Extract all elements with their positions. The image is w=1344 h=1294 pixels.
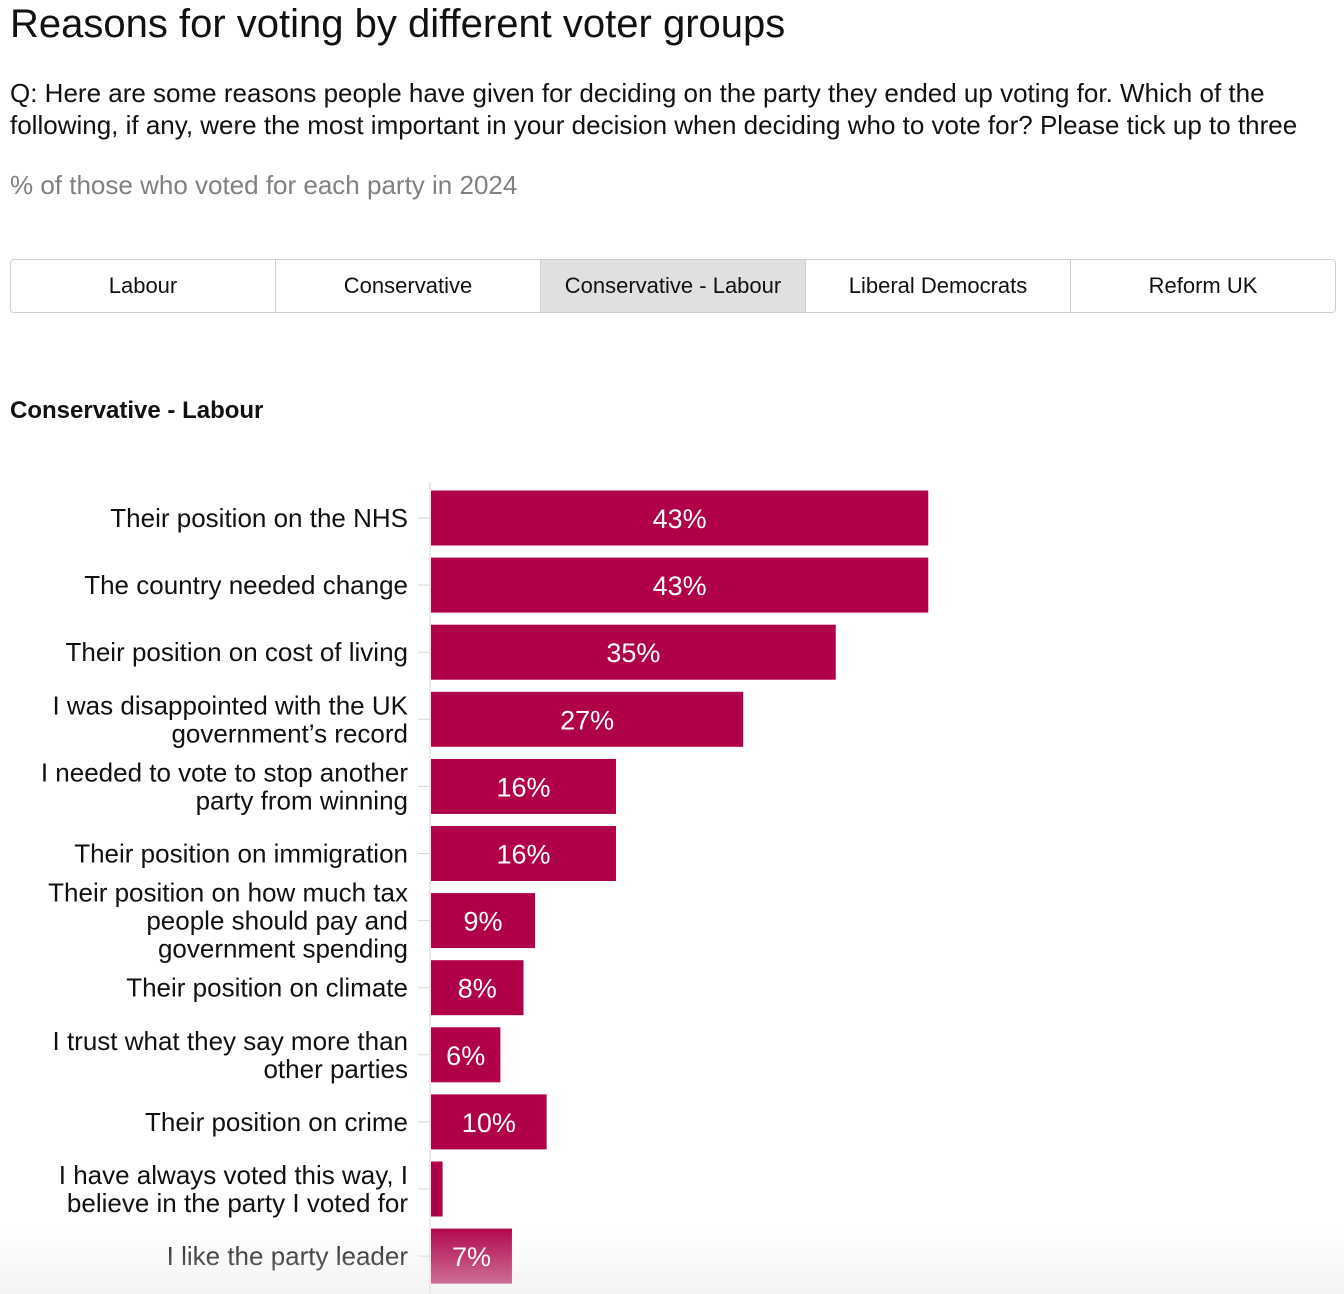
category-label: Their position on immigration: [74, 839, 408, 869]
category-label: Their position on cost of living: [65, 637, 408, 667]
tab-reform-uk[interactable]: Reform UK: [1071, 260, 1335, 312]
chart-panel-title: Conservative - Labour: [10, 397, 264, 424]
category-label: Their position on the NHS: [110, 503, 408, 533]
bar-value-label: 7%: [452, 1242, 491, 1272]
category-label-line: people should pay and: [146, 906, 408, 936]
bar[interactable]: [431, 624, 836, 680]
category-label: I trust what they say more than other par…: [53, 1026, 409, 1084]
bar[interactable]: [431, 1027, 501, 1083]
category-label-line: Their position on how much tax: [48, 878, 408, 908]
bar[interactable]: [431, 1094, 547, 1150]
category-label-line: Their position on crime: [145, 1107, 408, 1137]
bar-value-label: 43%: [653, 504, 707, 534]
bar-value-label: 8%: [458, 974, 497, 1004]
category-label: The country needed change: [84, 570, 408, 600]
category-label-line: believe in the party I voted for: [67, 1188, 408, 1218]
category-label-line: Their position on the NHS: [110, 503, 408, 533]
bar-value-label: 6%: [446, 1041, 485, 1071]
category-label: I needed to vote to stop another party fr…: [41, 757, 409, 815]
bar[interactable]: [431, 826, 617, 881]
category-label: Their position on crime: [145, 1107, 408, 1137]
bar[interactable]: [431, 490, 929, 546]
bar-value-label: 10%: [462, 1108, 516, 1138]
category-label: I like the party leader: [167, 1241, 409, 1271]
bar[interactable]: [431, 1161, 443, 1217]
category-label-line: The country needed change: [84, 570, 408, 600]
bar[interactable]: [431, 758, 617, 814]
chart-subtitle: % of those who voted for each party in 2…: [10, 170, 518, 200]
bar-value-label: 43%: [653, 571, 707, 601]
category-label-line: I like the party leader: [167, 1241, 409, 1271]
bar-value-label: 16%: [496, 840, 550, 870]
category-label-line: I have always voted this way, I: [59, 1160, 408, 1190]
bar-chart: 43% Their position on the NHS 43% The count…: [41, 482, 929, 1294]
survey-question: Q: Here are some reasons people have giv…: [10, 78, 1298, 140]
tab-conservative[interactable]: Conservative: [276, 260, 541, 312]
category-label: Their position on climate: [126, 973, 408, 1003]
chart-main-title: Reasons for voting by different voter gr…: [10, 2, 786, 46]
category-label-line: Their position on immigration: [74, 839, 408, 869]
bar-value-label: 35%: [606, 638, 660, 668]
bar-value-label: 16%: [496, 772, 550, 802]
category-label-line: Their position on climate: [126, 973, 408, 1003]
category-label-line: government spending: [158, 934, 408, 964]
bar[interactable]: [431, 960, 524, 1016]
bar[interactable]: [431, 691, 744, 747]
tab-labour[interactable]: Labour: [11, 260, 276, 312]
category-label-line: Their position on cost of living: [65, 637, 408, 667]
bar-value-label: 9%: [464, 907, 503, 937]
bar[interactable]: [431, 893, 536, 949]
category-label-line: I trust what they say more than: [53, 1026, 409, 1056]
category-label-line: I was disappointed with the UK: [52, 690, 408, 720]
bar[interactable]: [431, 557, 929, 613]
category-label-line: government’s record: [171, 718, 408, 748]
party-tab-bar: Labour Conservative Conservative - Labou…: [10, 259, 1336, 313]
tab-conservative-labour[interactable]: Conservative - Labour: [541, 260, 806, 312]
category-label: I was disappointed with the UK government…: [52, 690, 408, 748]
category-label-line: I needed to vote to stop another: [41, 757, 409, 787]
category-label-line: other parties: [263, 1054, 408, 1084]
tab-liberal-democrats[interactable]: Liberal Democrats: [806, 260, 1071, 312]
category-label-line: party from winning: [196, 785, 408, 815]
bar-value-label: 27%: [560, 705, 614, 735]
category-label: Their position on how much tax people sho…: [48, 878, 408, 964]
